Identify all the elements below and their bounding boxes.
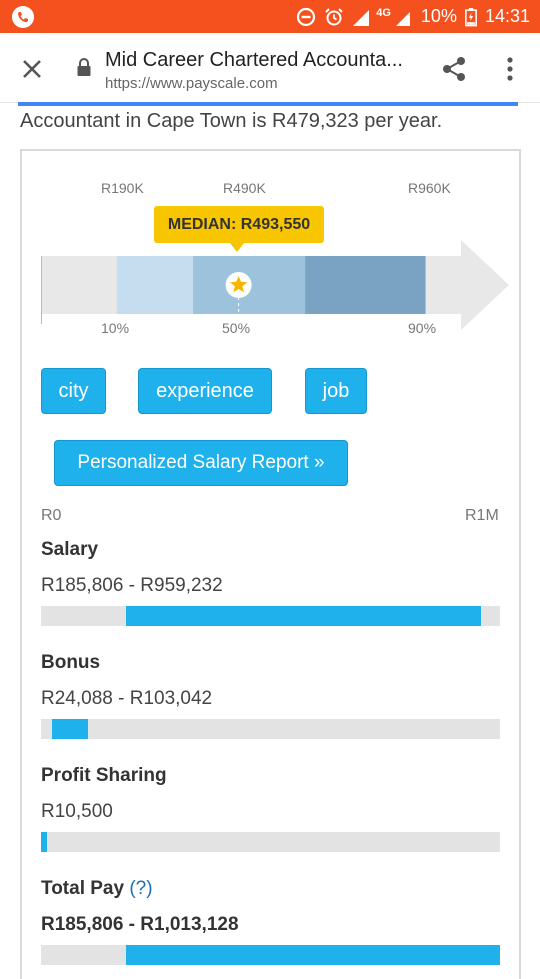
personalized-report-button[interactable]: Personalized Salary Report » <box>54 440 348 486</box>
median-star-icon <box>230 276 248 293</box>
profit-sharing-label: Profit Sharing <box>41 765 167 786</box>
page-title: Mid Career Chartered Accounta... <box>105 49 403 71</box>
filter-city-button[interactable]: city <box>41 368 106 414</box>
filter-job-button[interactable]: job <box>305 368 367 414</box>
more-options-icon[interactable] <box>498 55 522 83</box>
profit-sharing-range: R10,500 <box>41 801 113 822</box>
salary-label: Salary <box>41 539 99 560</box>
range-segment-2 <box>305 256 426 314</box>
filter-experience-button[interactable]: experience <box>138 368 272 414</box>
median-label: MEDIAN: R493,550 <box>167 215 311 233</box>
total-pay-bar-fill <box>126 945 500 965</box>
total-pay-help-link[interactable]: (?) <box>129 878 153 899</box>
range-bottom-label-10: 10% <box>101 320 130 336</box>
phone-app-icon <box>12 6 34 28</box>
salary-bar <box>41 606 500 626</box>
median-badge: MEDIAN: R493,550 <box>154 206 324 252</box>
status-bar: 4G 10% 14:31 <box>0 0 540 33</box>
salary-intro-text: Accountant in Cape Town is R479,323 per … <box>20 110 443 132</box>
range-top-label-high: R960K <box>408 180 451 196</box>
page-load-indicator <box>18 102 518 106</box>
network-type: 4G <box>376 6 391 19</box>
scale-min-label: R0 <box>41 507 62 524</box>
range-segment-0 <box>116 256 194 314</box>
bonus-bar <box>41 719 500 739</box>
battery-percent: 10% <box>420 6 457 26</box>
total-pay-range: R185,806 - R1,013,128 <box>41 914 239 935</box>
cell-signal-icon <box>395 11 410 26</box>
share-icon[interactable] <box>440 55 468 83</box>
page-url[interactable]: https://www.payscale.com <box>105 75 278 92</box>
total-pay-bar <box>41 945 500 965</box>
bonus-label: Bonus <box>41 652 101 673</box>
scale-max-label: R1M <box>465 507 499 524</box>
close-icon[interactable] <box>18 55 46 83</box>
salary-range: R185,806 - R959,232 <box>41 575 223 596</box>
profit-sharing-bar <box>41 832 500 852</box>
range-bottom-label-90: 90% <box>408 320 437 336</box>
lock-icon <box>77 58 91 76</box>
do-not-disturb-icon <box>297 7 316 26</box>
range-bottom-label-50: 50% <box>222 320 251 336</box>
range-top-label-low: R190K <box>101 180 144 196</box>
bonus-bar-fill <box>52 719 89 739</box>
signal-icon <box>353 9 370 26</box>
range-top-label-mid: R490K <box>223 180 266 196</box>
custom-tab-toolbar: Mid Career Chartered Accounta... https:/… <box>0 33 540 103</box>
bonus-range: R24,088 - R103,042 <box>41 688 213 709</box>
clock: 14:31 <box>484 6 530 26</box>
total-pay-heading: Total Pay (?) <box>41 878 153 900</box>
salary-range-chart <box>41 240 509 330</box>
battery-charging-icon <box>465 7 477 26</box>
alarm-icon <box>325 7 343 25</box>
salary-bar-fill <box>126 606 482 626</box>
profit-sharing-bar-fill <box>41 832 47 852</box>
total-pay-label: Total Pay <box>41 878 125 899</box>
